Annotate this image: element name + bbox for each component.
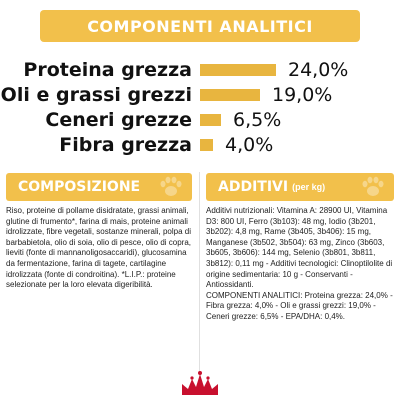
composition-text: Riso, proteine di pollame disidratate, g… — [6, 206, 192, 290]
column-divider — [199, 172, 200, 372]
analytic-label: Fibra grezza — [59, 134, 192, 156]
royal-canin-crown-icon — [182, 371, 218, 395]
additives-analytic-summary: COMPONENTI ANALITICI: Proteina grezza: 2… — [206, 290, 393, 321]
analytic-label: Proteina grezza — [23, 59, 192, 81]
analytic-value: 6,5% — [233, 109, 282, 131]
analytics-banner: COMPONENTI ANALITICI — [40, 10, 360, 42]
analytic-label: Ceneri grezze — [45, 109, 192, 131]
paw-icon — [362, 176, 384, 196]
paw-icon — [160, 176, 182, 196]
analytics-title: COMPONENTI ANALITICI — [87, 16, 313, 36]
analytic-value: 4,0% — [225, 134, 274, 156]
additives-subtitle: (per kg) — [292, 182, 326, 192]
analytic-row: Oli e grassi grezzi 19,0% — [0, 82, 400, 108]
additives-text: Additivi nutrizionali: Vitamina A: 28900… — [206, 206, 393, 290]
analytic-value: 24,0% — [288, 59, 349, 81]
composition-title: COMPOSIZIONE — [18, 179, 141, 195]
analytic-bar — [200, 64, 276, 76]
analytic-row: Fibra grezza 4,0% — [0, 132, 400, 158]
analytic-bar — [200, 114, 221, 126]
additives-title: ADDITIVI — [218, 179, 289, 195]
analytic-row: Proteina grezza 24,0% — [0, 57, 400, 83]
composition-banner: COMPOSIZIONE — [6, 173, 192, 201]
brand-logo — [0, 368, 400, 398]
analytic-value: 19,0% — [272, 84, 333, 106]
analytic-bar — [200, 89, 260, 101]
analytic-row: Ceneri grezze 6,5% — [0, 107, 400, 133]
additives-text-block: Additivi nutrizionali: Vitamina A: 28900… — [206, 206, 396, 323]
additives-banner: ADDITIVI (per kg) — [206, 173, 394, 201]
analytic-bar — [200, 139, 213, 151]
analytic-label: Oli e grassi grezzi — [0, 84, 192, 106]
